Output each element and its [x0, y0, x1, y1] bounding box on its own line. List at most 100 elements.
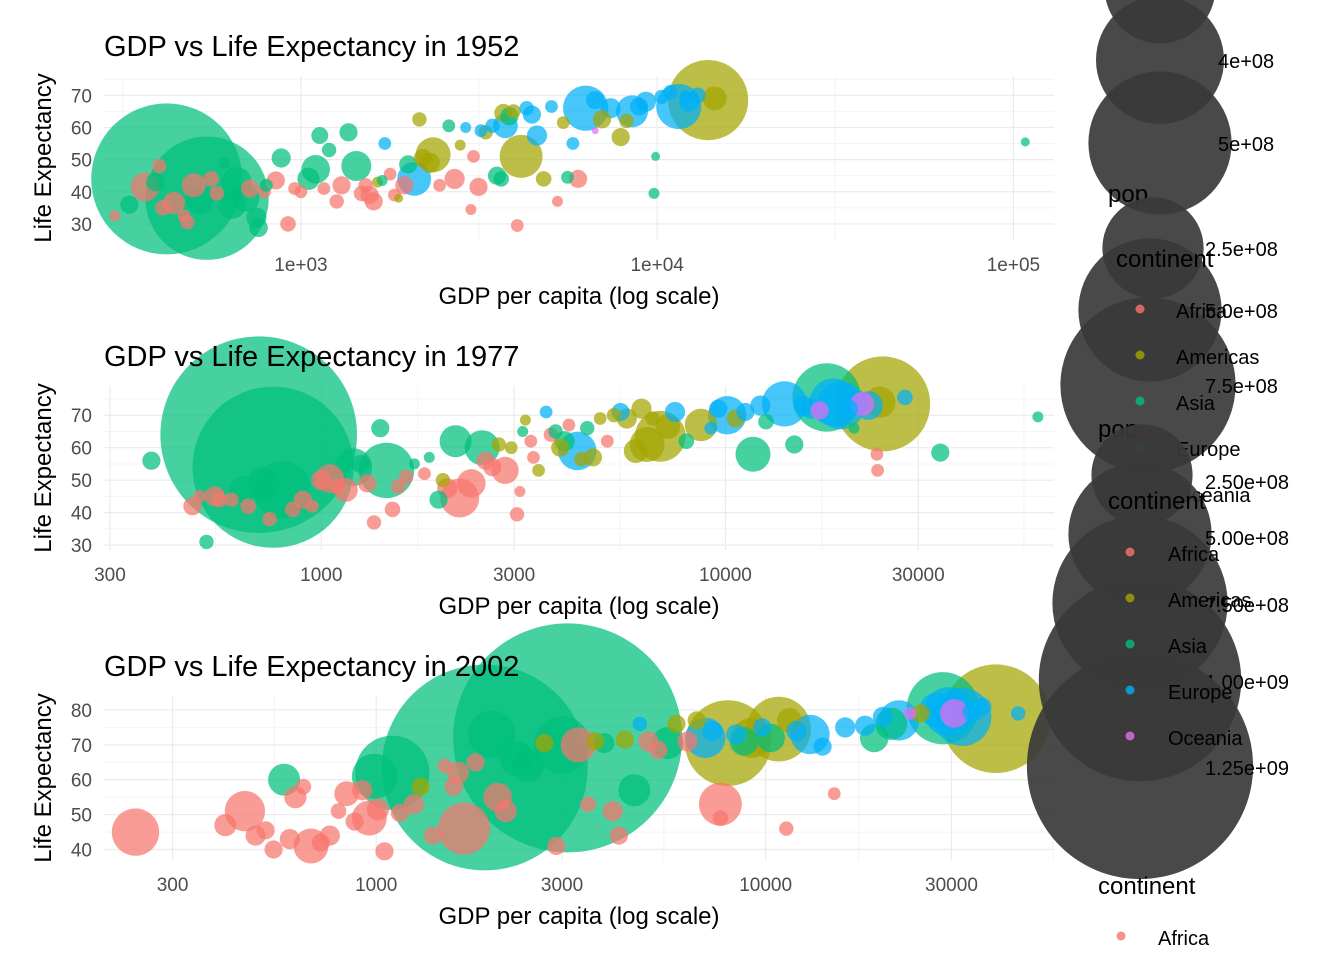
chart-title: GDP vs Life Expectancy in 2002 — [104, 651, 519, 683]
data-point — [690, 87, 706, 104]
data-point — [517, 426, 529, 437]
data-point — [214, 814, 237, 837]
x-tick-label: 1000 — [300, 565, 342, 586]
panel-3: 40 50 60 70 80 300 1000 3000 10000 30000 GDP vs Li… — [30, 623, 1054, 930]
legend-label: 2.5e+08 — [1205, 239, 1278, 261]
data-point — [911, 704, 930, 723]
x-tick-label: 3000 — [493, 565, 535, 586]
x-tick-label: 30000 — [925, 875, 978, 896]
data-point — [177, 209, 191, 223]
data-point — [736, 402, 755, 422]
data-point — [702, 86, 727, 111]
data-point — [532, 464, 545, 477]
data-point — [395, 176, 414, 195]
panel-2: 30 40 50 60 70 300 1000 3000 10000 30000 GDP vs Li… — [30, 336, 1054, 620]
data-point — [712, 810, 729, 826]
data-point — [120, 195, 139, 214]
data-point — [378, 137, 392, 150]
data-point — [519, 414, 531, 426]
data-point — [702, 720, 723, 742]
data-point — [709, 399, 728, 418]
data-point — [506, 104, 521, 119]
data-point — [872, 706, 894, 728]
data-point — [260, 178, 273, 192]
data-point — [181, 173, 206, 198]
data-point — [390, 803, 409, 823]
legend-label: 7.5e+08 — [1205, 376, 1278, 398]
data-point — [439, 425, 472, 458]
data-point — [295, 778, 312, 795]
x-tick-label: 30000 — [892, 565, 945, 586]
data-point — [358, 474, 377, 493]
data-point — [285, 501, 301, 518]
data-point — [619, 113, 634, 129]
data-point — [569, 169, 588, 188]
data-point — [241, 179, 260, 198]
data-point — [592, 110, 612, 129]
legend-label: Africa — [1158, 928, 1210, 950]
data-point — [602, 801, 623, 822]
data-point — [698, 782, 742, 826]
chart-title: GDP vs Life Expectancy in 1952 — [104, 31, 519, 63]
data-point — [209, 186, 224, 201]
data-point — [593, 412, 607, 425]
data-point — [779, 821, 794, 836]
data-point — [606, 408, 622, 423]
data-point — [460, 122, 472, 133]
data-point — [855, 715, 876, 736]
data-point — [444, 168, 465, 189]
data-point — [679, 90, 692, 104]
data-point — [491, 437, 506, 452]
legend-size-key — [1060, 297, 1236, 473]
data-point — [211, 491, 228, 508]
data-point — [562, 418, 576, 432]
data-point — [677, 731, 698, 752]
data-point — [726, 724, 747, 745]
data-point — [412, 112, 427, 127]
legend-1: 4e+08 5e+08 — [1088, 0, 1274, 215]
y-tick-label: 60 — [71, 118, 92, 139]
data-point — [339, 123, 358, 142]
data-point — [524, 434, 538, 448]
data-point — [240, 498, 257, 514]
data-point — [146, 172, 165, 192]
data-point — [561, 170, 574, 184]
data-point — [519, 101, 534, 116]
y-tick-label: 70 — [71, 736, 92, 757]
data-point — [403, 794, 425, 815]
legend-label: 4e+08 — [1218, 51, 1274, 73]
x-tick-label: 3000 — [541, 875, 583, 896]
y-axis-title: Life Expectancy — [30, 73, 57, 242]
data-point — [545, 100, 558, 113]
data-point — [394, 193, 404, 203]
data-point — [332, 176, 351, 195]
data-point — [580, 421, 595, 436]
data-point — [632, 716, 647, 732]
data-point — [429, 490, 448, 509]
y-axis-title: Life Expectancy — [30, 693, 57, 862]
data-point — [219, 157, 230, 169]
data-point — [294, 185, 308, 199]
data-point — [591, 127, 599, 135]
data-point — [527, 451, 540, 464]
data-point — [609, 826, 629, 845]
data-point — [560, 727, 596, 763]
data-point — [1020, 137, 1030, 147]
x-axis-title: GDP per capita (log scale) — [438, 593, 719, 620]
data-point — [364, 192, 383, 211]
data-point — [753, 718, 772, 737]
data-point — [535, 171, 552, 187]
legend-label: 2.50e+08 — [1205, 472, 1289, 494]
legend-label: Africa — [1168, 544, 1220, 566]
data-point — [664, 401, 686, 423]
data-point — [735, 436, 771, 472]
x-tick-label: 1e+04 — [630, 255, 684, 276]
data-point — [423, 451, 435, 463]
chart-title: GDP vs Life Expectancy in 1977 — [104, 341, 519, 373]
data-point — [321, 142, 337, 158]
data-point — [381, 664, 588, 871]
data-point — [511, 749, 544, 782]
data-point — [504, 441, 518, 455]
data-point — [438, 802, 490, 855]
